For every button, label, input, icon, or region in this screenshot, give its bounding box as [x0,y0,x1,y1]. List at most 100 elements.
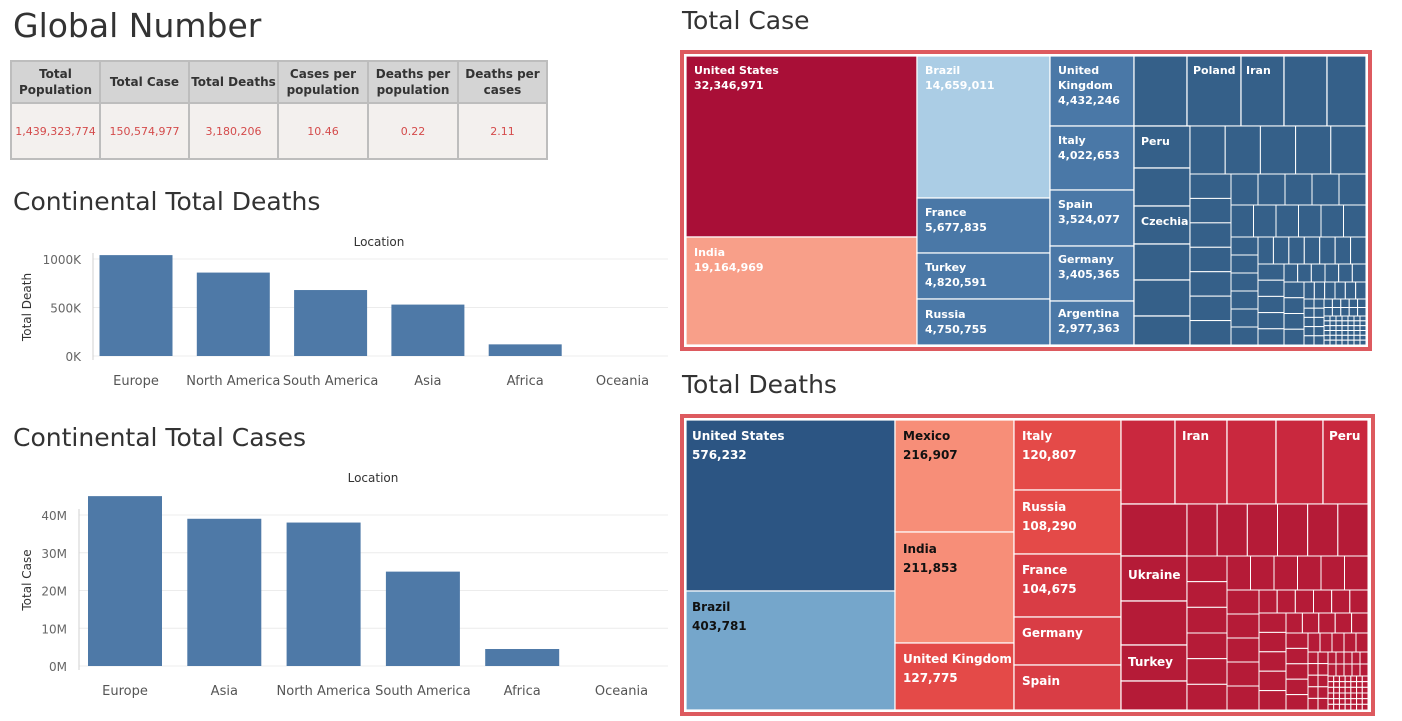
treemap-cell [1355,281,1367,300]
treemap-cell-spain [1049,189,1135,247]
treemap-cell-india [685,236,918,346]
treemap-cell [1277,503,1309,557]
value-cases-per-population: 10.46 [277,102,369,160]
treemap-cell [1257,328,1285,346]
treemap-label: Argentina [1058,307,1119,320]
treemap-cell-united-states [685,419,896,592]
treemap-label: Spain [1022,674,1060,688]
x-axis-title: Location [354,235,405,249]
bar-africa [485,649,560,666]
treemap-label: United States [694,64,779,77]
treemap-label: Spain [1058,198,1093,211]
treemap-cell [1337,503,1369,557]
treemap-cell [1335,325,1343,331]
treemap-value: 120,807 [1022,448,1077,462]
treemap-cell [1258,670,1287,692]
treemap-cell [1226,685,1260,711]
treemap-cell [1335,339,1343,346]
treemap-cell [1284,173,1313,206]
treemap-label: Brazil [925,64,960,77]
bar-north-america [286,522,361,666]
treemap-value: 108,290 [1022,519,1077,533]
treemap-cell [1120,503,1188,557]
treemap-cell [1331,589,1351,614]
treemap-cell-united-kingdom [894,642,1015,711]
treemap-cell [1350,681,1358,688]
treemap-cell [1338,675,1346,683]
treemap-cell [1344,686,1352,694]
treemap-cell [1349,589,1369,614]
y-axis-title: Total Case [20,549,34,611]
treemap-cell [1344,675,1352,683]
x-axis-title: Location [348,471,399,485]
treemap-cell [1311,173,1340,206]
treemap-cell [1347,320,1355,327]
treemap-cell [1230,272,1259,292]
treemap-cell [1283,313,1305,330]
treemap-cell [1230,173,1259,206]
treemap-cell [1338,173,1367,206]
y-tick-label: 1000K [43,253,83,267]
treemap-cell [1350,692,1358,700]
treemap-cell [1344,555,1369,591]
treemap-cell [1323,298,1333,308]
treemap-cell [1189,320,1232,346]
treemap-cell [1258,651,1287,672]
treemap-cell [1298,204,1322,238]
treemap-cell [1285,678,1309,696]
treemap-cell [1327,698,1335,705]
treemap-cell-peru [1133,125,1191,169]
treemap-label: Turkey [1128,655,1173,669]
treemap-cell [1353,330,1361,336]
treemap-cell [1338,681,1346,688]
treemap-cell [1327,663,1337,677]
treemap-cell [1120,600,1188,646]
treemap-cell [1353,334,1361,341]
treemap-cell [1338,692,1346,700]
treemap-cell [1359,651,1369,665]
treemap-cell [1361,686,1369,694]
treemap-cell [1355,632,1369,653]
treemap-cell [1335,651,1345,665]
treemap-cell [1359,663,1369,677]
treemap-cell [1230,236,1259,256]
treemap-cell [1283,55,1328,127]
treemap-cell [1258,690,1287,711]
treemap-cell [1285,612,1303,634]
treemap-value: 576,232 [692,448,747,462]
treemap-cell [1317,651,1329,665]
y-tick-label: 500K [50,302,82,316]
treemap-value: 32,346,971 [694,79,764,92]
treemap-cell [1353,320,1361,327]
treemap-cell [1303,307,1315,318]
treemap-value: 4,432,246 [1058,94,1120,107]
global-number-table: Total Population Total Case Total Deaths… [10,60,548,160]
treemap-cell [1327,681,1335,688]
treemap-cell [1283,297,1305,314]
treemap-value: 3,524,077 [1058,213,1120,226]
treemap-cell [1338,263,1353,283]
treemap-value: 127,775 [903,671,958,685]
treemap-cell [1257,236,1274,265]
treemap-cell [1283,263,1299,283]
treemap-cell-italy [1049,125,1135,191]
treemap-label: United [1058,64,1099,77]
treemap-cell [1344,692,1352,700]
treemap-label: Kingdom [1058,79,1113,92]
treemap-cell [1356,698,1363,705]
treemap-cell [1186,555,1228,583]
treemap-cell [1359,339,1367,346]
treemap-cell [1186,632,1228,660]
treemap-cell [1216,503,1248,557]
treemap-cell [1226,589,1260,615]
treemap-cell [1230,254,1259,274]
treemap-cell [1361,681,1369,688]
treemap-cell [1356,675,1363,683]
treemap-cell [1323,334,1331,341]
treemap-cell [1351,651,1361,665]
treemap-cell [1350,703,1358,711]
treemap-cell [1343,204,1367,238]
treemap-cell [1333,692,1340,700]
treemap-cell [1341,339,1349,346]
value-deaths-per-population: 0.22 [367,102,459,160]
